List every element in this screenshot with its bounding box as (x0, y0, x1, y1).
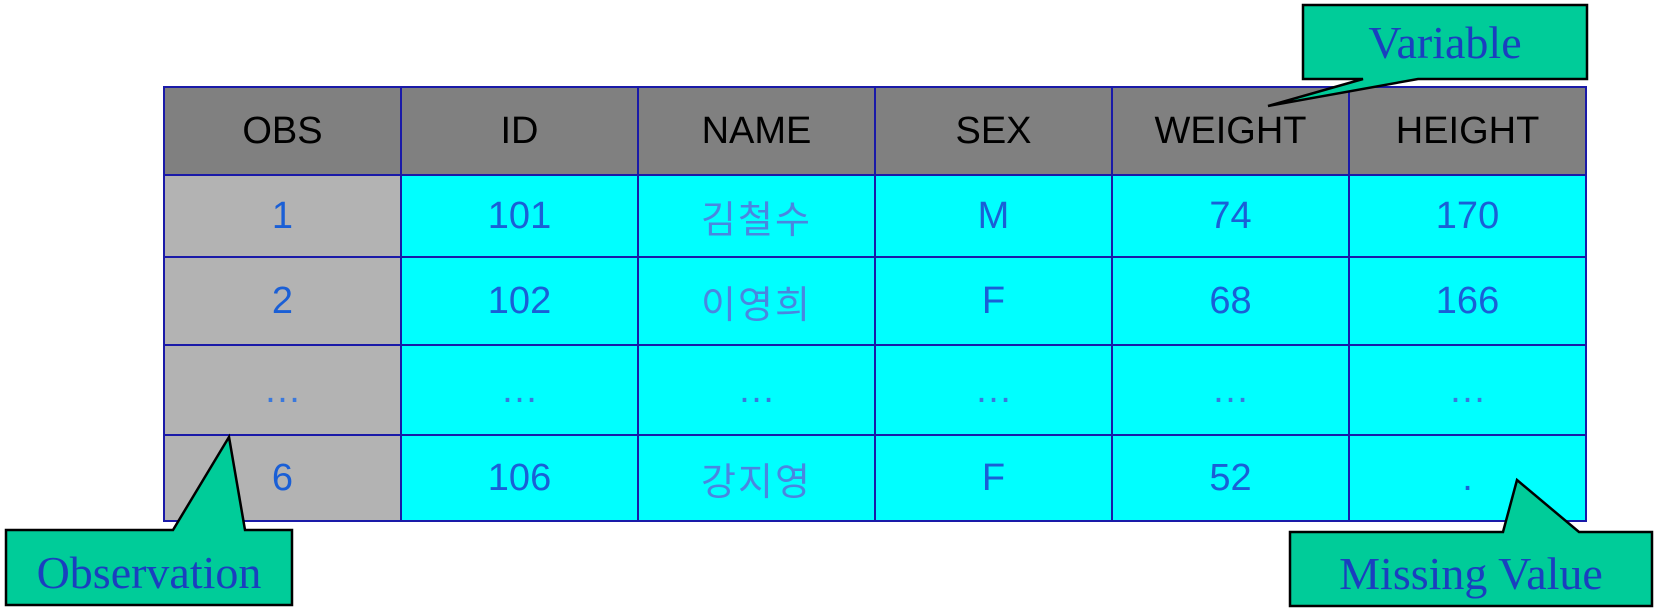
sex-cell: F (874, 256, 1113, 346)
sex-cell: … (874, 344, 1113, 436)
dataset-table: OBS ID NAME SEX WEIGHT HEIGHT 1 101 김철수 … (163, 86, 1587, 522)
table-row: 2 102 이영희 F 68 166 (163, 256, 1587, 346)
weight-cell: 74 (1111, 174, 1350, 258)
height-cell: 170 (1348, 174, 1587, 258)
weight-cell: 68 (1111, 256, 1350, 346)
sex-cell: F (874, 434, 1113, 522)
sex-cell: M (874, 174, 1113, 258)
table-row: … … … … … … (163, 344, 1587, 436)
table-row: 1 101 김철수 M 74 170 (163, 174, 1587, 258)
weight-cell: 52 (1111, 434, 1350, 522)
height-cell: … (1348, 344, 1587, 436)
id-cell: 106 (400, 434, 639, 522)
obs-cell: 1 (163, 174, 402, 258)
id-cell: 101 (400, 174, 639, 258)
obs-cell: … (163, 344, 402, 436)
variable-callout-label: Variable (1368, 17, 1522, 68)
header-sex: SEX (874, 86, 1113, 176)
header-height: HEIGHT (1348, 86, 1587, 176)
name-cell: 강지영 (637, 434, 876, 522)
header-obs: OBS (163, 86, 402, 176)
id-cell: 102 (400, 256, 639, 346)
header-name: NAME (637, 86, 876, 176)
observation-callout-label: Observation (36, 547, 262, 598)
obs-cell: 6 (163, 434, 402, 522)
name-cell: 이영희 (637, 256, 876, 346)
missing-height-cell: . (1348, 434, 1587, 522)
weight-cell: … (1111, 344, 1350, 436)
obs-cell: 2 (163, 256, 402, 346)
header-id: ID (400, 86, 639, 176)
header-weight: WEIGHT (1111, 86, 1350, 176)
header-row: OBS ID NAME SEX WEIGHT HEIGHT (163, 86, 1587, 176)
name-cell: 김철수 (637, 174, 876, 258)
table-row: 6 106 강지영 F 52 . (163, 434, 1587, 522)
missing-value-callout-label: Missing Value (1339, 548, 1603, 599)
id-cell: … (400, 344, 639, 436)
height-cell: 166 (1348, 256, 1587, 346)
name-cell: … (637, 344, 876, 436)
